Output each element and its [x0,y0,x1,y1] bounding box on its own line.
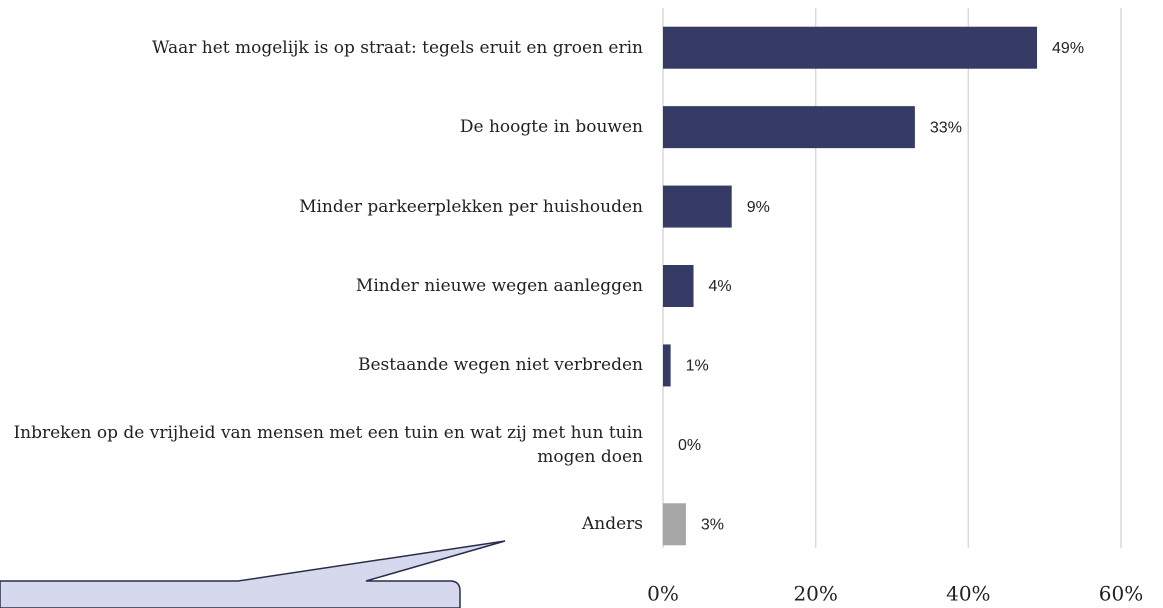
bar [663,185,732,228]
value-label: 4% [709,278,732,295]
value-label: 0% [678,437,701,454]
bar [663,503,686,546]
x-tick-label: 0% [647,582,679,606]
value-label: 49% [1052,40,1084,57]
bar [663,26,1038,69]
x-tick-label: 40% [946,582,990,606]
value-label: 1% [686,358,709,375]
bar [663,106,915,149]
value-label: 3% [701,517,724,534]
category-label: De hoogte in bouwen [459,117,643,138]
callout [0,540,506,608]
bar [663,344,671,387]
category-label: Minder nieuwe wegen aanleggen [355,276,643,296]
x-tick-label: 20% [793,582,837,606]
value-label: 33% [930,119,962,136]
category-label: Bestaande wegen niet verbreden [357,355,643,376]
bar [663,265,694,307]
category-label: Anders [581,514,643,535]
x-tick-label: 60% [1099,582,1143,606]
category-label: Minder parkeerplekken per huishouden [299,196,643,217]
value-label: 9% [747,199,770,216]
category-label: Waar het mogelijk is op straat: tegels e… [151,37,643,58]
category-label: Inbreken op de vrijheid van mensen met e… [13,422,643,467]
